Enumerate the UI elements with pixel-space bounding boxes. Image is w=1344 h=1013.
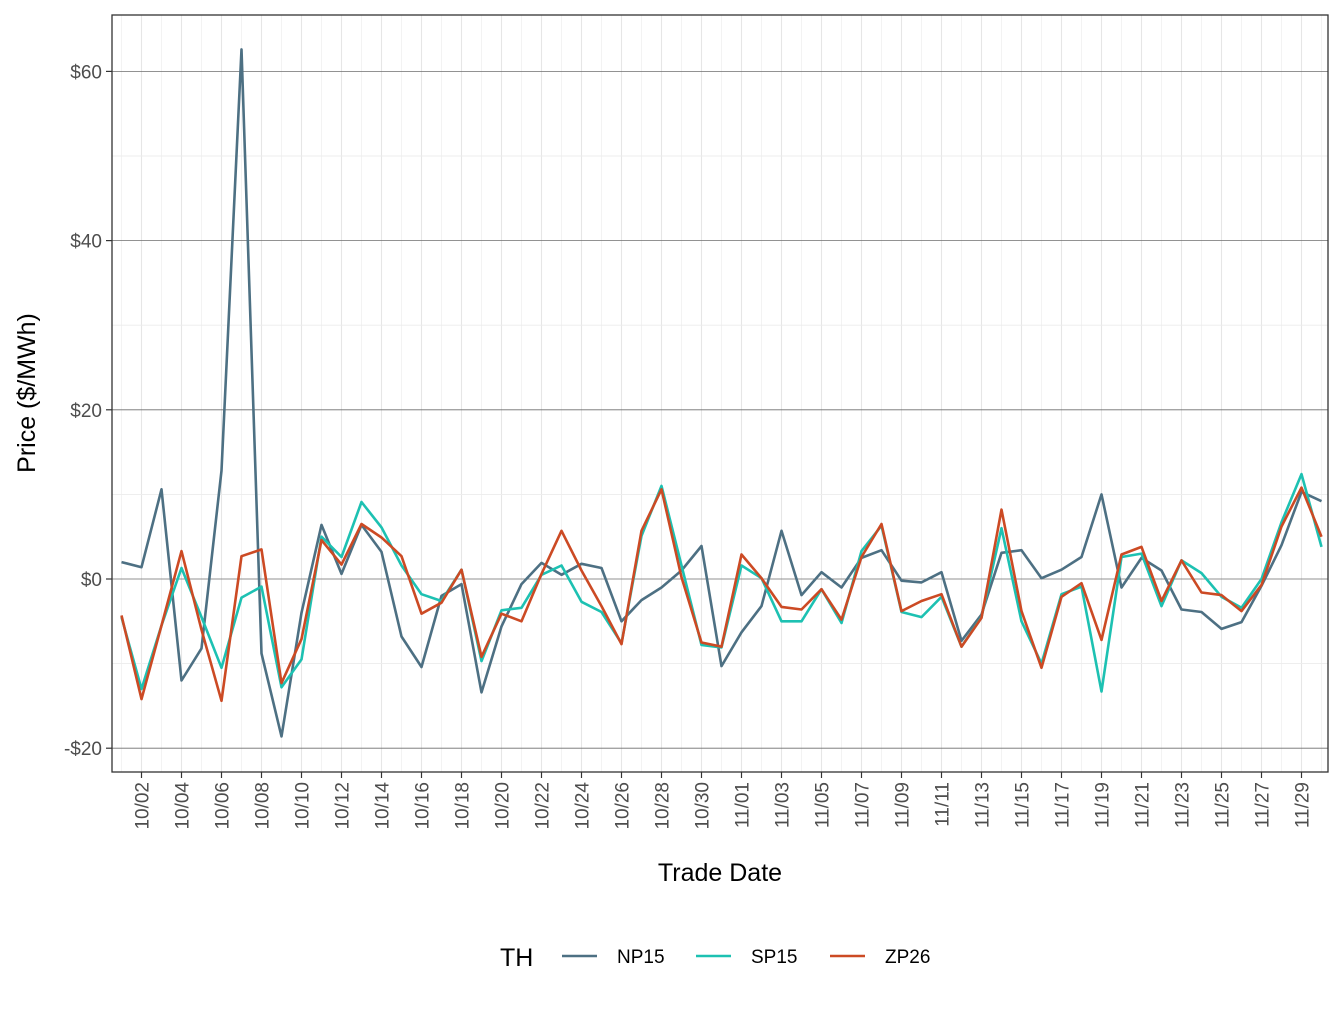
x-tick-label: 11/09: [893, 782, 914, 828]
x-tick-label: 10/16: [413, 782, 434, 830]
x-tick-label: 11/27: [1253, 782, 1274, 828]
legend-title: TH: [500, 944, 533, 972]
y-axis: -$20 $0 $20 $40 $60: [64, 62, 112, 760]
x-tick-label: 11/05: [813, 782, 834, 828]
x-tick-label: 10/24: [573, 782, 594, 830]
x-tick-label: 10/20: [493, 782, 514, 830]
y-axis-title: Price ($/MWh): [13, 313, 41, 473]
legend-label-sp15: SP15: [751, 947, 797, 968]
x-tick-label: 11/13: [973, 782, 994, 828]
x-tick-label: 11/17: [1053, 782, 1074, 828]
series-line-np15: [121, 48, 1323, 738]
x-tick-label: 10/06: [213, 782, 234, 830]
y-tick-label: $0: [81, 570, 102, 591]
x-tick-label: 10/08: [253, 782, 274, 830]
x-tick-label: 10/30: [693, 782, 714, 830]
x-tick-label: 11/21: [1133, 782, 1154, 828]
x-tick-label: 11/25: [1213, 782, 1234, 828]
x-tick-label: 11/01: [733, 782, 754, 828]
x-tick-label: 11/11: [933, 782, 954, 827]
x-tick-label: 11/23: [1173, 782, 1194, 828]
x-axis-title: Trade Date: [658, 859, 782, 887]
x-tick-label: 11/29: [1293, 782, 1314, 828]
x-tick-label: 10/04: [173, 782, 194, 830]
legend: TH NP15 SP15 ZP26: [500, 944, 930, 972]
series-line-zp26: [120, 486, 1323, 703]
panel-border: [111, 14, 1329, 773]
x-tick-label: 10/02: [133, 782, 154, 830]
x-axis: 10/02 10/04 10/06 10/08 10/10 10/12 10/14 10/16…: [133, 772, 1314, 830]
series-lines: [120, 48, 1323, 738]
x-tick-label: 10/10: [293, 782, 314, 830]
legend-label-zp26: ZP26: [885, 947, 930, 968]
y-tick-label: $20: [70, 401, 102, 422]
x-tick-label: 10/28: [653, 782, 674, 830]
y-tick-label: -$20: [64, 739, 102, 760]
grid-lines: [112, 15, 1328, 772]
legend-label-np15: NP15: [617, 947, 665, 968]
x-tick-label: 11/03: [773, 782, 794, 828]
x-tick-label: 11/07: [853, 782, 874, 828]
x-tick-label: 11/15: [1013, 782, 1034, 828]
y-tick-label: $40: [70, 232, 102, 253]
x-tick-label: 10/18: [453, 782, 474, 830]
x-tick-label: 10/12: [333, 782, 354, 830]
x-tick-label: 10/22: [533, 782, 554, 830]
y-tick-label: $60: [70, 62, 102, 83]
x-tick-label: 10/26: [613, 782, 634, 830]
x-tick-label: 11/19: [1093, 782, 1114, 828]
x-tick-label: 10/14: [373, 782, 394, 830]
